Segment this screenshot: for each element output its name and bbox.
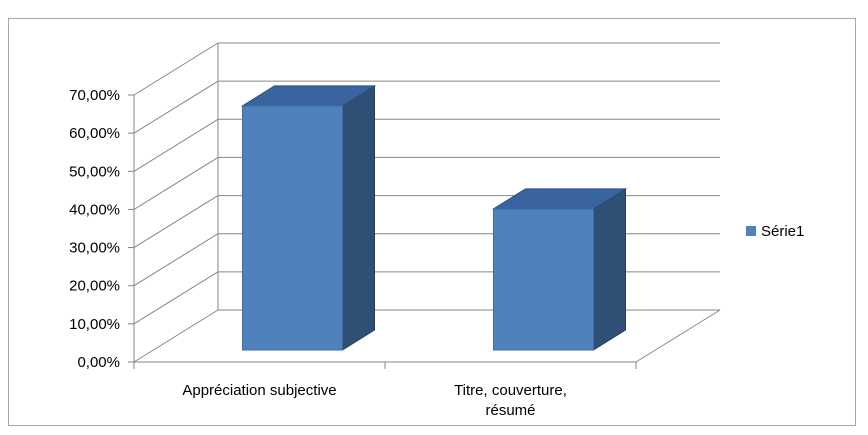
bar-0 xyxy=(243,86,375,350)
y-tick-label-1: 10,00% xyxy=(69,316,120,333)
gridline-side-1 xyxy=(134,272,218,324)
y-tick-label-0: 0,00% xyxy=(77,354,120,371)
floor-right-edge xyxy=(636,310,720,362)
y-tick-label-4: 40,00% xyxy=(69,201,120,218)
legend-label: Série1 xyxy=(761,223,804,240)
y-tick-label-7: 70,00% xyxy=(69,87,120,104)
category-labels: Appréciation subjective Titre, couverture… xyxy=(182,382,567,419)
y-tick-label-2: 20,00% xyxy=(69,278,120,295)
gridline-side-0 xyxy=(134,310,218,362)
gridline-side-7 xyxy=(134,43,218,95)
category-label-1-1: résumé xyxy=(485,402,535,419)
y-tick-labels: 0,00% 10,00% 20,00% 30,00% 40,00% 50,00% 60,00… xyxy=(69,87,120,371)
category-label-0-0: Appréciation subjective xyxy=(182,382,336,399)
legend: Série1 xyxy=(746,223,804,240)
bar-side-0 xyxy=(343,86,375,350)
gridline-side-5 xyxy=(134,119,218,171)
bar-1 xyxy=(494,189,626,350)
category-label-1-0: Titre, couverture, xyxy=(454,382,567,399)
legend-swatch xyxy=(746,226,756,236)
y-tick-label-6: 60,00% xyxy=(69,125,120,142)
gridline-side-4 xyxy=(134,157,218,209)
gridlines xyxy=(134,43,720,362)
axes xyxy=(128,95,720,369)
gridline-side-3 xyxy=(134,196,218,248)
bar-front-0 xyxy=(243,106,343,350)
gridline-side-2 xyxy=(134,234,218,286)
gridline-side-6 xyxy=(134,81,218,133)
bar-side-1 xyxy=(594,189,626,350)
y-tick-label-5: 50,00% xyxy=(69,163,120,180)
bar-front-1 xyxy=(494,209,594,350)
y-tick-label-3: 30,00% xyxy=(69,240,120,257)
